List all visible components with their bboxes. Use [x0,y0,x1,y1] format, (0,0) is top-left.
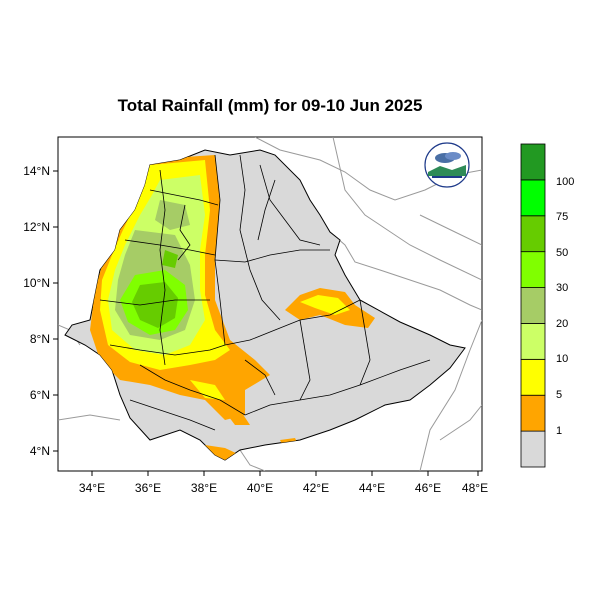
y-tick-label: 6°N [30,388,50,402]
legend-swatch [520,358,546,396]
y-tick-label: 4°N [30,444,50,458]
x-tick-label: 34°E [79,481,105,495]
legend-labels: 100 75 50 30 20 10 5 1 [556,176,574,437]
legend-swatch [520,430,546,468]
legend-colorbar [520,143,546,468]
legend-swatch [520,287,546,324]
y-tick-label: 12°N [23,220,50,234]
legend-label: 5 [556,389,562,401]
x-tick-label: 38°E [191,481,217,495]
legend-label: 75 [556,211,568,223]
x-tick-label: 44°E [359,481,385,495]
legend-swatch [520,215,546,253]
legend-label: 10 [556,353,568,365]
legend-label: 1 [556,425,562,437]
y-tick-label: 10°N [23,276,50,290]
legend-swatch [520,179,546,217]
legend-label: 50 [556,247,568,259]
x-tick-label: 48°E [462,481,488,495]
x-tick-label: 46°E [415,481,441,495]
legend-swatch [520,323,546,360]
axis-ticks [53,170,479,476]
legend-swatch [520,394,546,432]
legend-label: 20 [556,318,568,330]
legend-label: 30 [556,282,568,294]
y-tick-label: 8°N [30,332,50,346]
rainfall-shading [90,155,375,460]
legend-swatch [520,143,546,181]
y-tick-label: 14°N [23,164,50,178]
legend-label: 100 [556,176,574,188]
x-tick-label: 40°E [247,481,273,495]
legend-swatch [520,251,546,288]
x-tick-label: 36°E [135,481,161,495]
internal-boundaries [99,154,431,431]
map-title: Total Rainfall (mm) for 09-10 Jun 2025 [117,96,423,115]
weather-agency-logo-icon [424,142,470,188]
x-tick-label: 42°E [303,481,329,495]
